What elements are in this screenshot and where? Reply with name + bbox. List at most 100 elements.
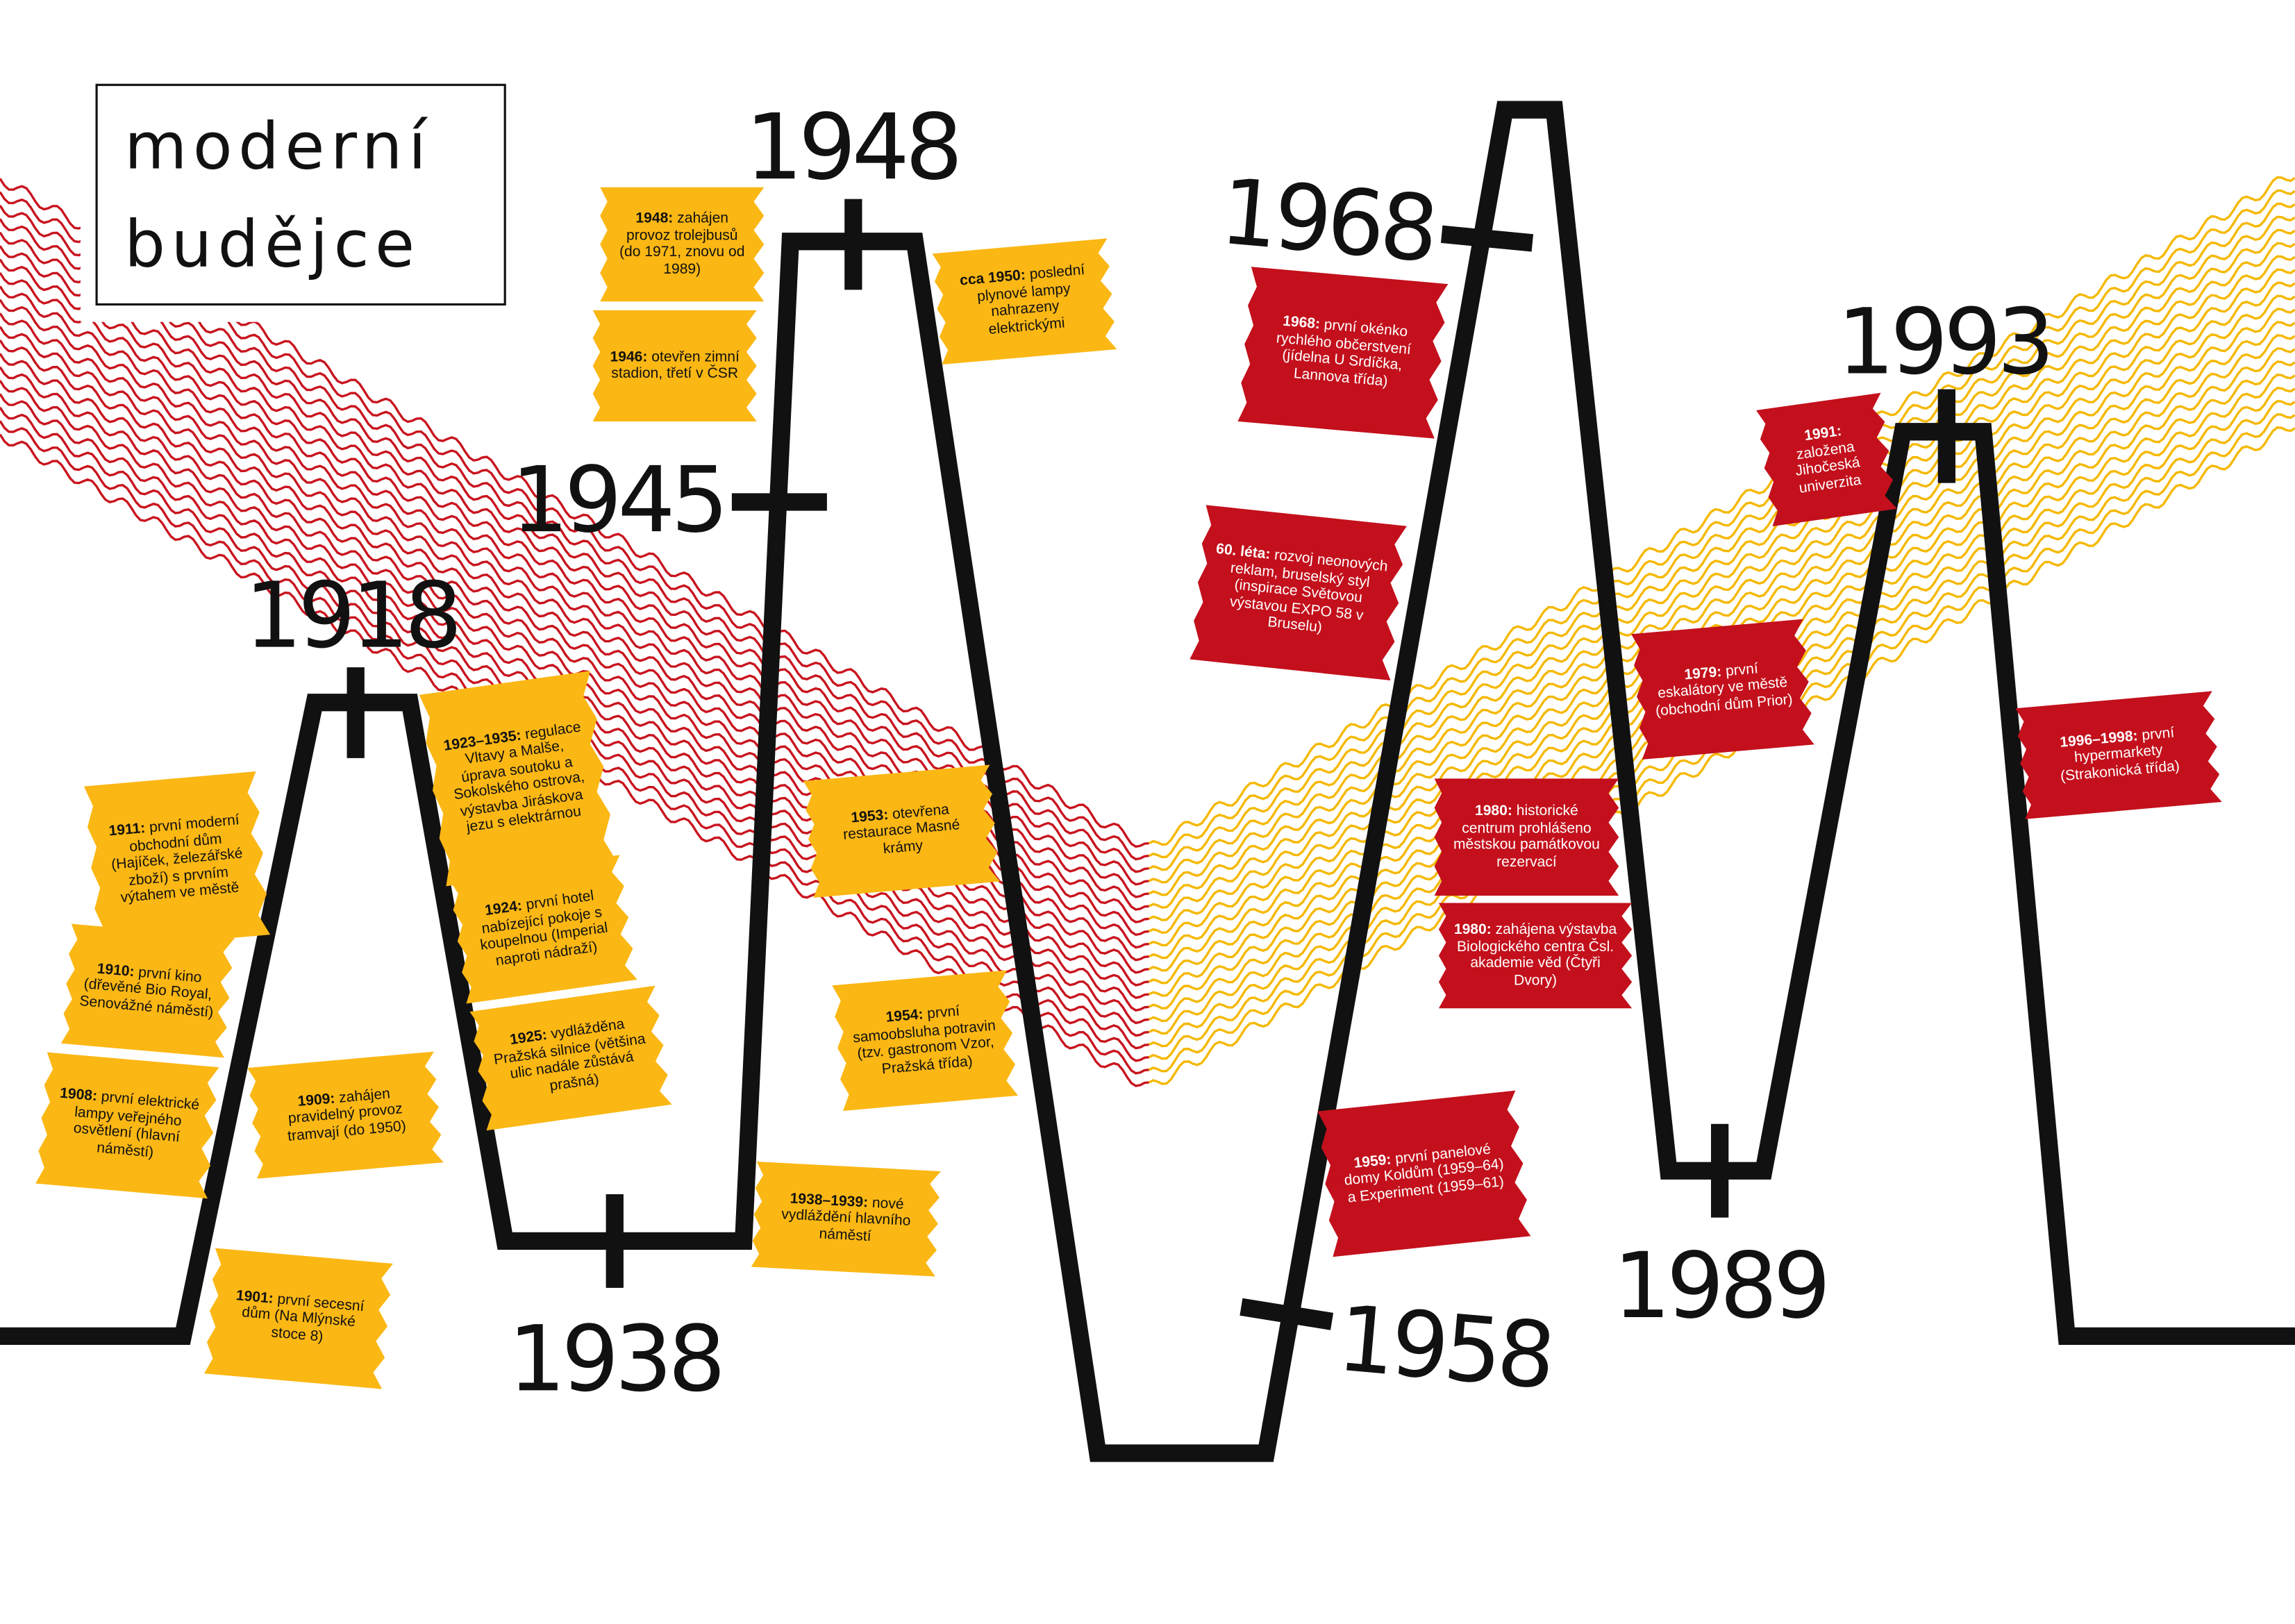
note-content: 1980: historické centrum prohlášeno měst… <box>1435 778 1619 896</box>
note-paragraph: 1980: zahájena výstavba Biologického cen… <box>1453 922 1617 989</box>
note: 1980: zahájena výstavba Biologického cen… <box>1438 903 1633 1009</box>
note-paragraph: 60. léta: rozvoj neonových reklam, bruse… <box>1208 542 1389 644</box>
note: 1923–1935: regulace Vltavy a Malše, úpra… <box>419 671 617 887</box>
year-label: 1938 <box>508 1306 721 1412</box>
note-date: 1948: <box>635 210 674 227</box>
note-content: 1948: zahájen provoz trolejbusů (do 1971… <box>615 211 749 278</box>
note-paragraph: cca 1950: poslední plynové lampy nahraze… <box>949 262 1100 342</box>
note-text: zahájen provoz trolejbusů (do 1971, znov… <box>619 210 745 278</box>
wave-line <box>1148 268 2295 934</box>
note: 1909: zahájen pravidelný provoz tramvají… <box>247 1051 444 1179</box>
note-content: 1968: první okénko rychlého občerstvení … <box>1276 313 1412 390</box>
note-paragraph: 1909: zahájen pravidelný provoz tramvají… <box>265 1083 426 1147</box>
note-text-box: 60. léta: rozvoj neonových reklam, bruse… <box>1190 505 1407 680</box>
note-bg <box>419 671 617 887</box>
note-text: otevřen zimní stadion, třetí v ČSR <box>611 349 740 383</box>
note: 1996–1998: první hypermarkety (Strakonic… <box>2015 691 2222 819</box>
note: 1968: první okénko rychlého občerstvení … <box>1237 267 1449 439</box>
note-content: 1991: založena Jihočeská univerzita <box>1756 393 1897 526</box>
note: 1979: první eskalátory ve městě (obchodn… <box>1631 619 1814 760</box>
note-text-box: 1925: vydlážděna Pražská silnice (většin… <box>469 986 671 1131</box>
note-text: první samoobsluha potravin (tzv. gastron… <box>852 1003 996 1078</box>
note-bg <box>83 771 271 950</box>
wave-line <box>1148 281 2295 947</box>
note-text: historické centrum prohlášeno městskou p… <box>1453 803 1600 871</box>
note-paragraph: 1910: první kino (dřevěné Bio Royal, Sen… <box>78 960 217 1021</box>
note-text-box: 1901: první secesní dům (Na Mlýnské stoc… <box>204 1248 393 1389</box>
note: 60. léta: rozvoj neonových reklam, bruse… <box>1190 505 1407 680</box>
note: 1924: první hotel nabízející pokoje s ko… <box>449 855 637 1004</box>
note-text: první eskalátory ve městě (obchodní dům … <box>1655 660 1794 720</box>
note-date: 1954: <box>885 1007 924 1027</box>
note-text-box: 1991: založena Jihočeská univerzita <box>1756 393 1897 526</box>
note-text-box: 1923–1935: regulace Vltavy a Malše, úpra… <box>419 671 617 886</box>
title-line: moderní <box>124 108 432 183</box>
note-content: 1938–1939: nové vydláždění hlavního námě… <box>767 1190 925 1248</box>
note-bg <box>1438 903 1633 1009</box>
note-text-box: 1980: historické centrum prohlášeno měst… <box>1435 778 1619 896</box>
note-date: 1901: <box>235 1287 274 1307</box>
year-label: 1989 <box>1613 1233 1826 1339</box>
note-text-box: 1979: první eskalátory ve městě (obchodn… <box>1631 619 1814 760</box>
note-date: 60. léta: <box>1215 542 1271 564</box>
year-label: 1945 <box>511 447 724 553</box>
note: 1911: první moderní obchodní dům (Hajíče… <box>83 771 271 950</box>
note-paragraph: 1908: první elektrické lampy veřejného o… <box>53 1086 201 1166</box>
note-content: 1924: první hotel nabízející pokoje s ko… <box>449 855 637 1003</box>
year-label: 1948 <box>745 94 958 200</box>
note-date: 1979: <box>1683 664 1723 684</box>
note-text-box: 1908: první elektrické lampy veřejného o… <box>35 1053 219 1199</box>
notes: 1911: první moderní obchodní dům (Hajíče… <box>35 187 2222 1389</box>
note-text: založena Jihočeská univerzita <box>1794 438 1862 497</box>
note-paragraph: 1911: první moderní obchodní dům (Hajíče… <box>102 812 252 909</box>
note: 1948: zahájen provoz trolejbusů (do 1971… <box>600 187 765 302</box>
note-bg <box>60 923 235 1058</box>
tick <box>1240 1298 1334 1330</box>
note-bg <box>592 310 757 422</box>
wave-line <box>1148 228 2295 896</box>
note-date: 1968: <box>1282 313 1321 333</box>
note-date: 1908: <box>59 1085 98 1105</box>
title-bg <box>80 65 527 322</box>
note-bg <box>1190 505 1407 680</box>
note-content: 1909: zahájen pravidelný provoz tramvají… <box>265 1083 426 1147</box>
note-text: vydlážděna Pražská silnice (většina ulic… <box>492 1016 646 1094</box>
note-paragraph: 1979: první eskalátory ve městě (obchodn… <box>1649 658 1796 721</box>
title-box: moderní budějce <box>80 65 527 322</box>
note: 1938–1939: nové vydláždění hlavního námě… <box>751 1162 941 1277</box>
note-date: 1911: <box>108 821 147 841</box>
note: 1946: otevřen zimní stadion, třetí v ČSR <box>592 310 757 422</box>
note-text: zahájena výstavba Biologického centra Čs… <box>1456 921 1617 989</box>
note: 1908: první elektrické lampy veřejného o… <box>35 1052 219 1199</box>
note-content: 1946: otevřen zimní stadion, třetí v ČSR <box>593 310 757 421</box>
note-text-box: cca 1950: poslední plynové lampy nahraze… <box>932 238 1117 365</box>
note-date: 1946: <box>610 349 648 365</box>
note-paragraph: 1953: otevřena restaurace Masné krámy <box>821 799 983 863</box>
note-content: cca 1950: poslední plynové lampy nahraze… <box>932 238 1117 365</box>
note-paragraph: 1938–1939: nové vydláždění hlavního námě… <box>767 1190 925 1248</box>
note-date: 1953: <box>850 807 890 827</box>
note-bg <box>35 1052 219 1199</box>
note: 1959: první panelové domy Koldům (1959–6… <box>1317 1090 1531 1257</box>
year-ticks <box>347 199 1955 1330</box>
note-content: 1901: první secesní dům (Na Mlýnské stoc… <box>204 1248 393 1389</box>
note-paragraph: 1954: první samoobsluha potravin (tzv. g… <box>849 1001 1001 1080</box>
note-paragraph: 1948: zahájen provoz trolejbusů (do 1971… <box>615 211 749 278</box>
year-label: 1958 <box>1333 1286 1555 1409</box>
note-content: 1908: první elektrické lampy veřejného o… <box>35 1053 219 1199</box>
note-content: 60. léta: rozvoj neonových reklam, bruse… <box>1190 505 1407 680</box>
note: 1953: otevřena restaurace Masné krámy <box>803 764 1001 898</box>
note-paragraph: 1946: otevřen zimní stadion, třetí v ČSR <box>608 349 742 383</box>
wave-line <box>1148 202 2295 871</box>
note-content: 1953: otevřena restaurace Masné krámy <box>803 764 1000 897</box>
note-text-box: 1953: otevřena restaurace Masné krámy <box>803 764 1000 897</box>
note-text-box: 1946: otevřen zimní stadion, třetí v ČSR <box>593 310 757 421</box>
note-date: 1980: <box>1474 803 1512 820</box>
note: 1954: první samoobsluha potravin (tzv. g… <box>832 970 1019 1111</box>
wave-line <box>1148 215 2295 884</box>
wave-line <box>1148 426 2295 1085</box>
note-text-box: 1924: první hotel nabízející pokoje s ko… <box>449 855 637 1003</box>
title-line: budějce <box>124 207 420 282</box>
note-bg <box>1756 392 1897 526</box>
